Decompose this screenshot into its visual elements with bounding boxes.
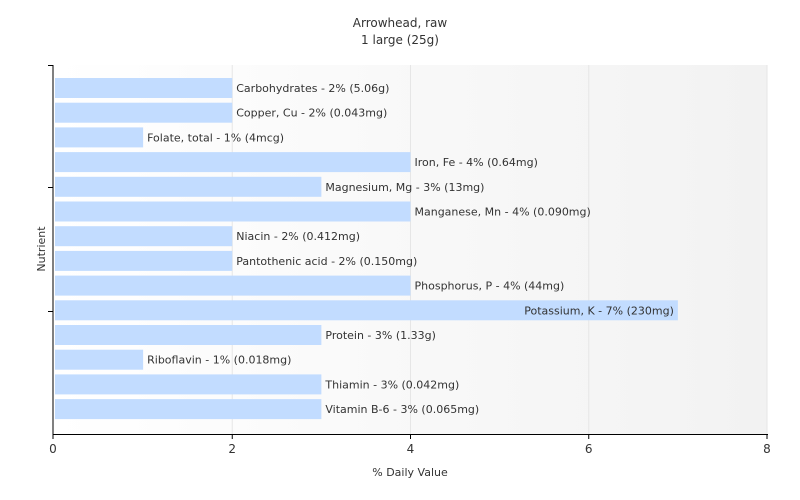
- bar-label: Protein - 3% (1.33g): [325, 329, 436, 342]
- bar: [55, 275, 411, 296]
- bar-label: Manganese, Mn - 4% (0.090mg): [415, 206, 591, 219]
- x-tick-label: 2: [228, 442, 236, 456]
- bar: [55, 349, 144, 370]
- chart-subtitle: 1 large (25g): [361, 33, 439, 47]
- bar-label: Potassium, K - 7% (230mg): [524, 304, 674, 317]
- bar: [55, 78, 233, 98]
- bar-label: Carbohydrates - 2% (5.06g): [236, 82, 389, 95]
- bar: [55, 325, 322, 345]
- bar: [55, 300, 678, 321]
- bars: [55, 78, 678, 420]
- bar: [55, 152, 411, 173]
- axes: 0 2 4 6 8: [48, 65, 771, 456]
- bar-label: Copper, Cu - 2% (0.043mg): [236, 107, 387, 120]
- bar: [55, 102, 233, 123]
- x-tick-label: 8: [763, 442, 771, 456]
- grid-lines: [231, 65, 768, 434]
- x-axis-label: % Daily Value: [372, 466, 448, 479]
- bar-label: Magnesium, Mg - 3% (13mg): [325, 181, 484, 194]
- bar-label: Folate, total - 1% (4mcg): [147, 131, 284, 144]
- bar-label: Vitamin B-6 - 3% (0.065mg): [325, 403, 479, 416]
- bar: [55, 226, 233, 247]
- chart-title: Arrowhead, raw: [353, 16, 448, 30]
- bar: [55, 399, 322, 420]
- x-tick-label: 6: [585, 442, 593, 456]
- bar: [55, 201, 411, 222]
- bar: [55, 176, 322, 197]
- y-axis-label: Nutrient: [35, 226, 48, 272]
- bar: [55, 127, 144, 148]
- bar-label: Thiamin - 3% (0.042mg): [324, 378, 459, 391]
- x-tick-label: 4: [407, 442, 415, 456]
- bar-label: Niacin - 2% (0.412mg): [236, 230, 360, 243]
- bar-labels: Carbohydrates - 2% (5.06g) Copper, Cu - 2…: [147, 82, 674, 416]
- x-tick-label: 0: [49, 442, 57, 456]
- bar: [55, 374, 322, 395]
- bar-label: Phosphorus, P - 4% (44mg): [415, 280, 565, 293]
- bar: [55, 250, 233, 271]
- bar-label: Pantothenic acid - 2% (0.150mg): [236, 255, 417, 268]
- bar-label: Iron, Fe - 4% (0.64mg): [415, 156, 538, 169]
- bar-label: Riboflavin - 1% (0.018mg): [147, 354, 291, 367]
